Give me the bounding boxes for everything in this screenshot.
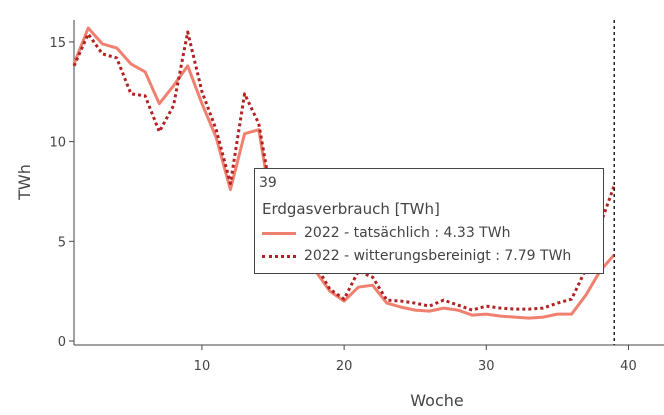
tooltip-row-adjusted: 2022 - witterungsbereinigt : 7.79 TWh xyxy=(262,248,571,264)
y-tick-label: 5 xyxy=(58,235,66,250)
legend-swatch-actual xyxy=(262,231,296,235)
tooltip-week: 39 xyxy=(259,175,277,191)
tooltip-row-actual-label: 2022 - tatsächlich : 4.33 TWh xyxy=(304,225,511,241)
legend-swatch-adjusted xyxy=(262,254,296,258)
y-tick-label: 10 xyxy=(49,136,66,151)
tooltip-row-adjusted-label: 2022 - witterungsbereinigt : 7.79 TWh xyxy=(304,248,572,264)
hover-tooltip: 39 Erdgasverbrauch [TWh] 2022 - tatsächl… xyxy=(254,168,604,274)
y-tick-label: 15 xyxy=(49,36,66,51)
tooltip-row-actual: 2022 - tatsächlich : 4.33 TWh xyxy=(262,225,510,241)
tooltip-header: Erdgasverbrauch [TWh] xyxy=(262,200,440,218)
series-line-actual xyxy=(72,26,616,320)
x-tick-label: 10 xyxy=(194,359,211,374)
x-tick-label: 20 xyxy=(336,359,353,374)
series-line-adjusted xyxy=(72,30,616,312)
y-axis-title: TWh xyxy=(15,164,34,201)
x-tick-label: 30 xyxy=(478,359,495,374)
x-axis-title: Woche xyxy=(410,391,463,410)
x-tick-label: 40 xyxy=(620,359,637,374)
y-tick-label: 0 xyxy=(58,335,66,350)
